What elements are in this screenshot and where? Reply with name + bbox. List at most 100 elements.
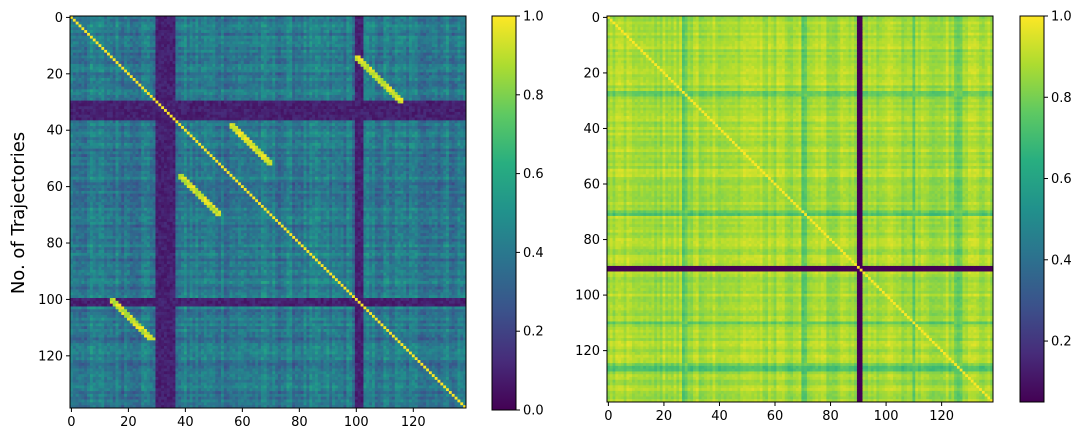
heatmap-cell (167, 47, 170, 50)
heatmap-cell (173, 64, 176, 67)
heatmap-cell (101, 78, 104, 81)
heatmap-cell (244, 98, 247, 101)
heatmap-cell (284, 109, 287, 112)
heatmap-cell (215, 61, 218, 64)
heatmap-cell (415, 55, 418, 58)
heatmap-cell (309, 44, 312, 47)
heatmap-cell (164, 24, 167, 27)
heatmap-cell (378, 47, 381, 50)
heatmap-cell (269, 30, 272, 33)
heatmap-cell (369, 101, 372, 104)
heatmap-cell (398, 44, 401, 47)
heatmap-cell (269, 89, 272, 92)
heatmap-cell (289, 87, 292, 90)
heatmap-cell (118, 101, 121, 104)
heatmap-cell (227, 109, 230, 112)
heatmap-cell (275, 70, 278, 73)
heatmap-cell (193, 84, 196, 87)
heatmap-cell (247, 95, 250, 98)
heatmap-cell (90, 53, 93, 56)
heatmap-cell (440, 24, 443, 27)
heatmap-cell (155, 95, 158, 98)
heatmap-cell (306, 55, 309, 58)
heatmap-cell (455, 30, 458, 33)
heatmap-cell (113, 81, 116, 84)
heatmap-cell (198, 36, 201, 39)
heatmap-cell (361, 81, 364, 84)
heatmap-cell (187, 44, 190, 47)
heatmap-cell (187, 50, 190, 53)
heatmap-cell (235, 112, 238, 115)
heatmap-cell (138, 67, 141, 70)
heatmap-cell (187, 75, 190, 78)
heatmap-cell (212, 53, 215, 56)
heatmap-cell (133, 101, 136, 104)
heatmap-cell (440, 47, 443, 50)
heatmap-cell (107, 39, 110, 42)
heatmap-cell (158, 58, 161, 61)
heatmap-cell (127, 92, 130, 95)
heatmap-cell (415, 44, 418, 47)
heatmap-cell (164, 92, 167, 95)
heatmap-cell (346, 112, 349, 115)
heatmap-cell (275, 36, 278, 39)
heatmap-cell (369, 41, 372, 44)
heatmap-cell (230, 89, 233, 92)
heatmap-cell (181, 19, 184, 22)
heatmap-cell (452, 61, 455, 64)
heatmap-cell (324, 98, 327, 101)
heatmap-cell (73, 75, 76, 78)
heatmap-cell (247, 84, 250, 87)
heatmap-cell (195, 41, 198, 44)
heatmap-cell (289, 81, 292, 84)
heatmap-cell (457, 92, 460, 95)
heatmap-cell (304, 95, 307, 98)
heatmap-cell (355, 33, 358, 36)
heatmap-cell (267, 115, 270, 118)
heatmap-cell (252, 103, 255, 106)
heatmap-cell (363, 33, 366, 36)
heatmap-cell (420, 101, 423, 104)
heatmap-cell (178, 33, 181, 36)
heatmap-cell (449, 33, 452, 36)
heatmap-cell (335, 115, 338, 118)
heatmap-cell (90, 106, 93, 109)
heatmap-cell (349, 47, 352, 50)
heatmap-cell (326, 92, 329, 95)
heatmap-cell (435, 44, 438, 47)
heatmap-cell (232, 22, 235, 25)
heatmap-cell (96, 106, 99, 109)
heatmap-cell (415, 19, 418, 22)
heatmap-cell (455, 78, 458, 81)
heatmap-cell (426, 67, 429, 70)
heatmap-cell (326, 112, 329, 115)
heatmap-cell (96, 36, 99, 39)
heatmap-cell (230, 103, 233, 106)
heatmap-cell (324, 72, 327, 75)
heatmap-cell (87, 84, 90, 87)
heatmap-cell (184, 103, 187, 106)
heatmap-cell (198, 27, 201, 30)
heatmap-cell (73, 44, 76, 47)
heatmap-cell (210, 75, 213, 78)
heatmap-cell (326, 109, 329, 112)
heatmap-cell (363, 67, 366, 70)
heatmap-cell (372, 112, 375, 115)
heatmap-cell (258, 55, 261, 58)
heatmap-cell (76, 33, 79, 36)
heatmap-cell (104, 95, 107, 98)
heatmap-cell (460, 39, 463, 42)
heatmap-cell (252, 115, 255, 118)
heatmap-cell (321, 98, 324, 101)
heatmap-cell (210, 39, 213, 42)
heatmap-cell (287, 58, 290, 61)
heatmap-cell (178, 98, 181, 101)
heatmap-cell (301, 64, 304, 67)
heatmap-cell (124, 98, 127, 101)
heatmap-cell (261, 87, 264, 90)
heatmap-cell (181, 81, 184, 84)
heatmap-cell (173, 19, 176, 22)
heatmap-cell (147, 27, 150, 30)
heatmap-cell (204, 109, 207, 112)
heatmap-cell (361, 103, 364, 106)
